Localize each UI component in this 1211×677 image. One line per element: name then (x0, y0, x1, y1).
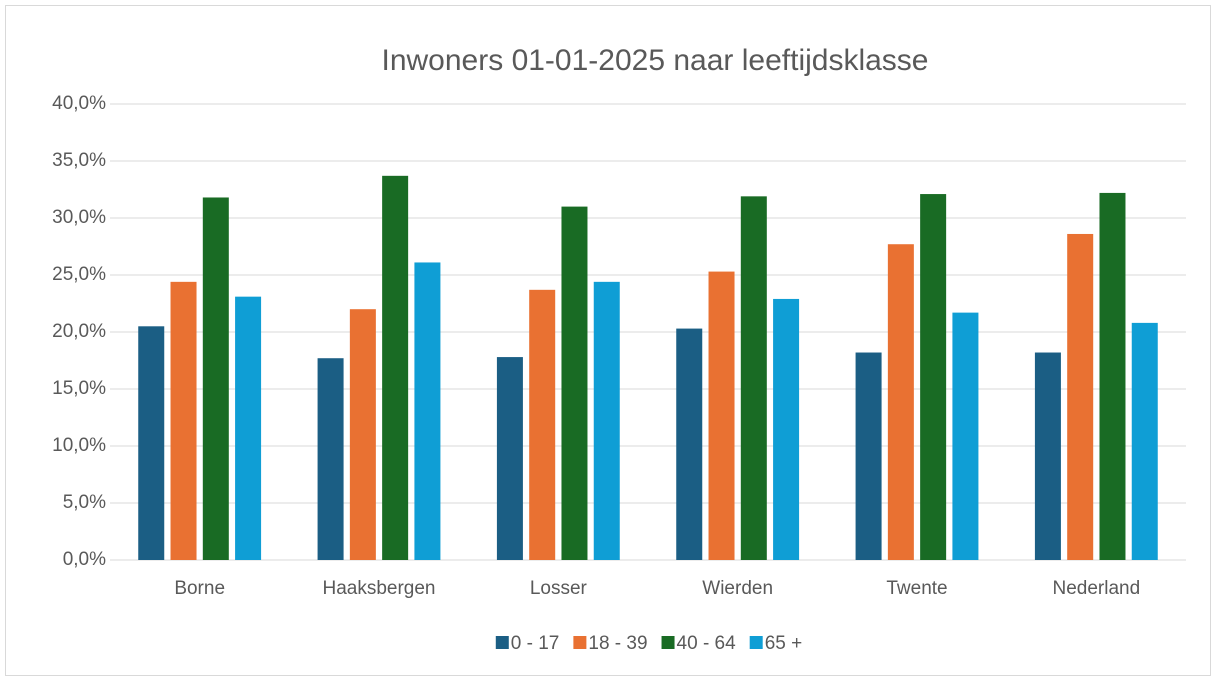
bar (920, 194, 947, 560)
bar (887, 244, 914, 560)
bar (496, 357, 523, 560)
legend-swatch (495, 636, 509, 649)
bar (1067, 233, 1094, 560)
bar (1034, 352, 1061, 560)
y-tick-label: 25,0% (52, 264, 106, 285)
bar (170, 281, 197, 560)
x-tick-label: Wierden (702, 578, 773, 599)
bar (1131, 322, 1158, 560)
bar (317, 358, 344, 560)
y-tick-label: 0,0% (63, 549, 106, 570)
x-tick-label: Borne (174, 578, 225, 599)
legend-swatch (573, 636, 587, 649)
bar (561, 206, 588, 560)
legend-label: 0 - 17 (511, 633, 560, 654)
x-tick-label: Haaksbergen (322, 578, 435, 599)
bar (708, 271, 735, 560)
bar (1099, 192, 1126, 561)
bar (138, 326, 165, 560)
legend-label: 18 - 39 (588, 633, 647, 654)
y-tick-label: 40,0% (52, 93, 106, 114)
y-tick-label: 10,0% (52, 435, 106, 456)
chart-title: Inwoners 01-01-2025 naar leeftijdsklasse (382, 44, 929, 77)
bar (855, 352, 882, 560)
bar (382, 175, 409, 560)
x-tick-label: Nederland (1052, 578, 1140, 599)
legend-swatch (749, 636, 763, 649)
bar (593, 281, 620, 560)
bar (740, 196, 767, 560)
y-tick-label: 15,0% (52, 378, 106, 399)
bar (235, 296, 262, 560)
x-tick-label: Losser (530, 578, 588, 599)
y-tick-label: 35,0% (52, 150, 106, 171)
y-tick-label: 30,0% (52, 207, 106, 228)
bar (349, 309, 376, 560)
bar (952, 312, 979, 560)
y-tick-label: 20,0% (52, 321, 106, 342)
bar (676, 328, 703, 560)
legend-label: 65 + (765, 633, 803, 654)
x-tick-label: Twente (886, 578, 947, 599)
bar (773, 298, 800, 560)
bar (529, 289, 556, 560)
legend-label: 40 - 64 (677, 633, 737, 654)
bar (414, 262, 441, 560)
legend-swatch (661, 636, 675, 649)
bar (202, 197, 229, 561)
y-tick-label: 5,0% (63, 492, 106, 513)
